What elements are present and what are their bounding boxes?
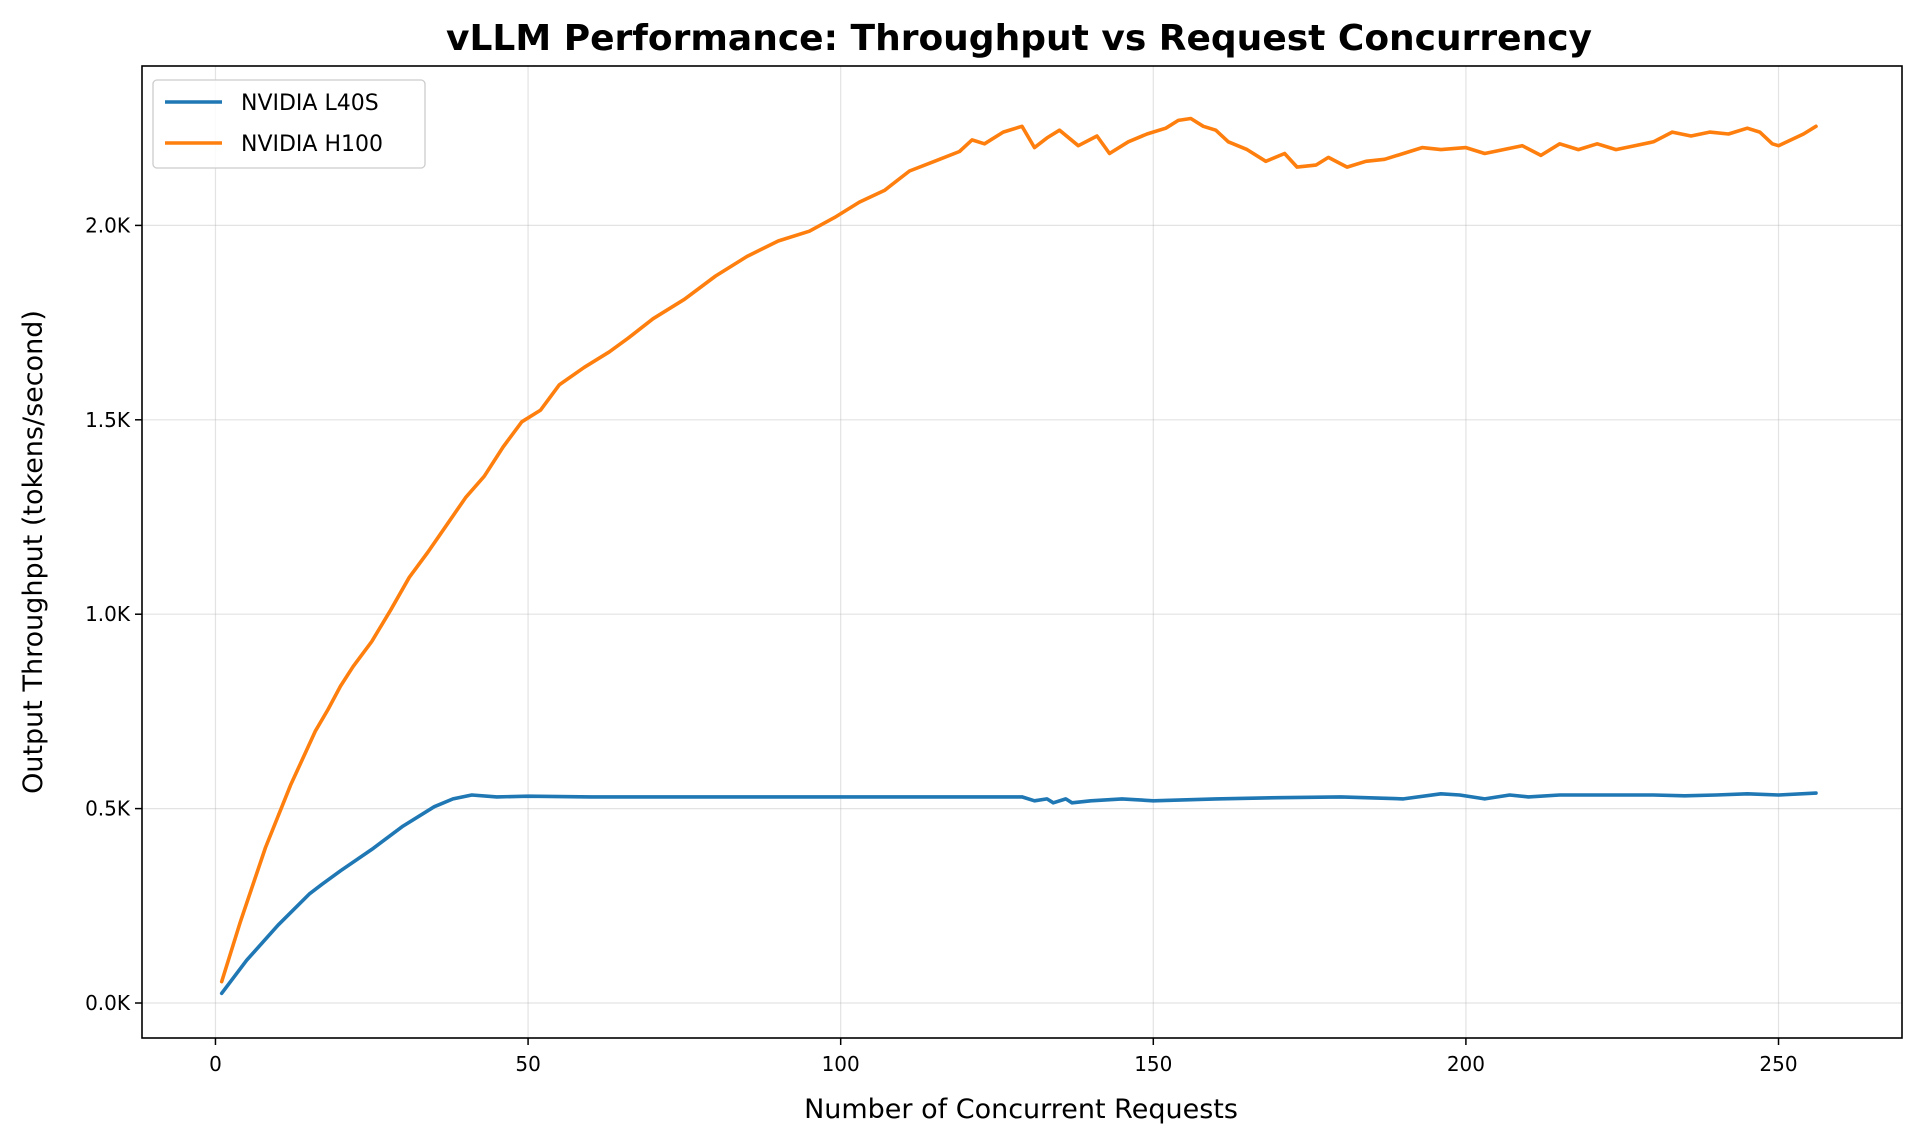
y-axis-label: Output Throughput (tokens/second) [18, 310, 49, 794]
y-tick-label: 0.0K [85, 991, 131, 1015]
grid-lines [142, 66, 1902, 1038]
x-tick-label: 50 [515, 1052, 540, 1076]
y-tick-label: 0.5K [85, 797, 131, 821]
y-tick-label: 2.0K [85, 213, 131, 237]
legend-label-l40s: NVIDIA L40S [241, 91, 379, 116]
legend: NVIDIA L40S NVIDIA H100 [152, 79, 426, 169]
series-line-h100 [219, 116, 1818, 984]
x-axis: 0 50 100 150 200 250 [209, 1038, 1798, 1076]
x-tick-label: 200 [1447, 1052, 1485, 1076]
y-tick-label: 1.0K [85, 602, 131, 626]
x-tick-label: 250 [1759, 1052, 1797, 1076]
y-axis: 0.0K 0.5K 1.0K 1.5K 2.0K [85, 213, 142, 1015]
y-tick-label: 1.5K [85, 408, 131, 432]
chart-title: vLLM Performance: Throughput vs Request … [446, 18, 1592, 59]
series-line-l40s [219, 791, 1818, 996]
plot-frame [141, 65, 1903, 1039]
legend-label-h100: NVIDIA H100 [241, 132, 383, 157]
x-axis-label: Number of Concurrent Requests [804, 1094, 1238, 1125]
x-tick-label: 150 [1134, 1052, 1172, 1076]
series-layer [219, 116, 1818, 996]
x-tick-label: 100 [822, 1052, 860, 1076]
x-tick-label: 0 [209, 1052, 222, 1076]
